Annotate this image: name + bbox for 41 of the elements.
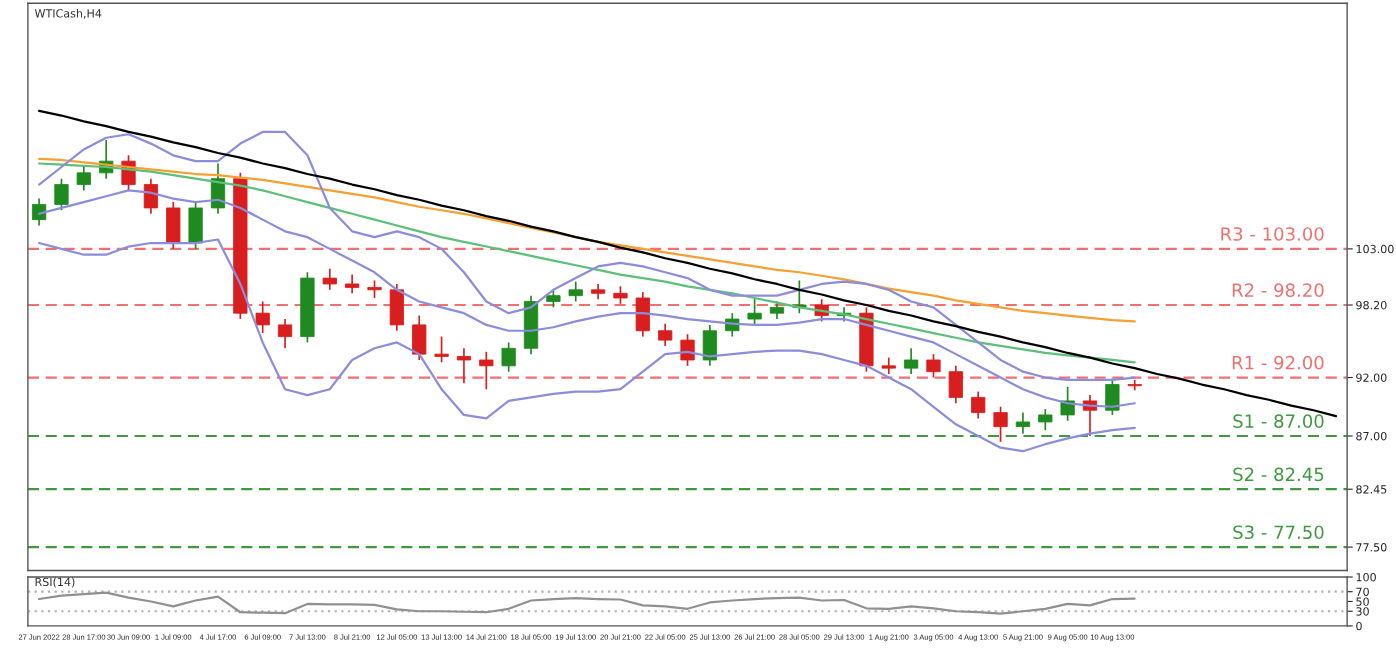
- ref-line-label: S3 - 77.50: [1233, 525, 1324, 540]
- candlestick: [501, 341, 516, 373]
- ref-line-label: R2 - 98.20: [1232, 283, 1324, 297]
- candlestick: [143, 177, 159, 215]
- candlestick: [568, 280, 583, 303]
- candlestick: [993, 405, 1008, 443]
- candlestick: [277, 318, 293, 350]
- line-series: [37, 109, 1338, 418]
- candlestick: [456, 347, 472, 385]
- candlestick: [166, 201, 181, 250]
- candlestick: [1038, 408, 1053, 431]
- candlestick: [188, 201, 203, 250]
- candlestick: [76, 166, 91, 192]
- candlestick: [345, 273, 360, 295]
- ref-line-label: R1 - 92.00: [1232, 355, 1324, 370]
- candlestick: [389, 283, 404, 332]
- candlestick: [904, 347, 919, 375]
- candlestick: [523, 294, 539, 355]
- candlestick: [434, 335, 449, 364]
- ref-line-label: S1 - 87.00: [1233, 414, 1324, 428]
- candlestick: [322, 267, 337, 291]
- line-series: [37, 591, 1136, 615]
- candlestick: [31, 197, 47, 227]
- candlestick: [702, 324, 718, 367]
- ref-line-label: S2 - 82.45: [1233, 467, 1324, 482]
- line-series: [37, 130, 1136, 381]
- candlestick: [479, 350, 494, 391]
- candlestick: [412, 314, 427, 361]
- candlestick: [948, 364, 963, 405]
- candlestick: [926, 353, 941, 379]
- candlestick: [658, 322, 673, 347]
- candlestick: [635, 291, 650, 338]
- line-series: [37, 162, 1136, 364]
- ref-line-label: R3 - 103.00: [1221, 227, 1324, 241]
- line-series: [37, 157, 1136, 323]
- candlestick: [680, 333, 695, 367]
- candlestick: [255, 300, 270, 334]
- candlestick: [54, 177, 69, 212]
- candlestick: [971, 390, 986, 420]
- candlestick: [747, 297, 762, 326]
- candlestick: [1015, 411, 1031, 435]
